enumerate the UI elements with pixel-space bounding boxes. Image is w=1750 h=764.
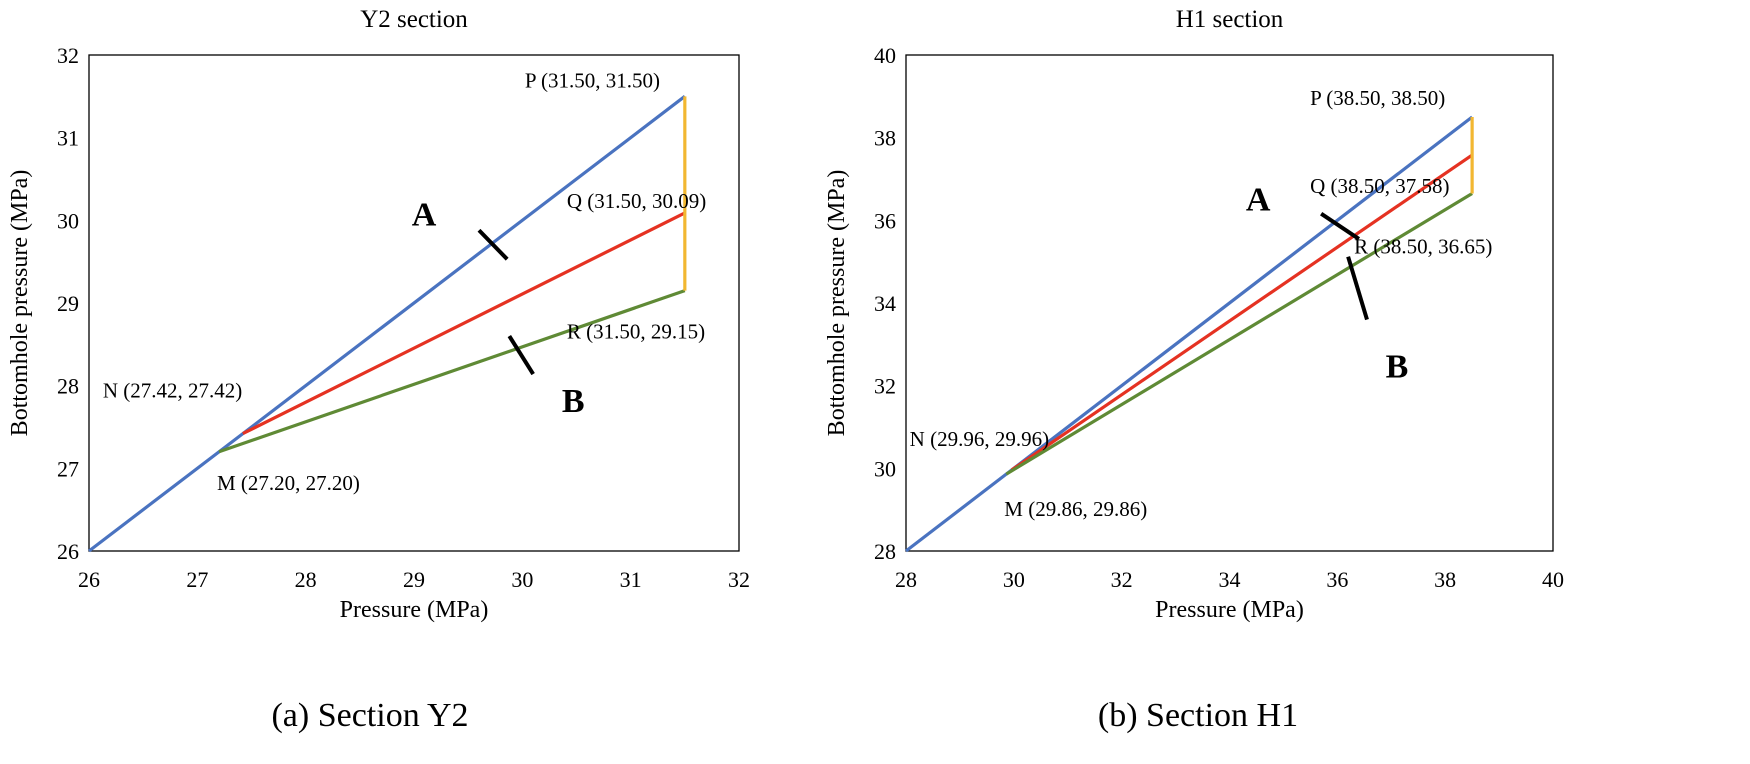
point-label: R (38.50, 36.65) [1354,234,1492,258]
chart-1: Y2 section 26 27 28 29 30 31 32 26 27 28 29 30 31 32 Pr… [7,6,750,623]
x-tick-label: 27 [186,567,208,592]
y-tick-label: 31 [57,126,79,151]
point-label: Q (31.50, 30.09) [567,189,706,213]
y-tick-label: 34 [874,291,896,316]
point-label: M (27.20, 27.20) [217,471,360,495]
y-tick-label: 32 [874,374,896,399]
chart-2: H1 section 28 30 32 34 36 38 40 28 30 32 34 36 38 40 Pr… [824,6,1564,623]
y-tick-label: 30 [874,456,896,481]
plot-frame [905,54,1554,552]
curve-label-a: A [412,196,437,233]
x-tick-label: 30 [1003,567,1025,592]
point-label: Q (38.50, 37.58) [1310,174,1449,198]
series-line-b [218,289,686,454]
x-tick-label: 29 [403,567,425,592]
point-label: N (29.96, 29.96) [910,427,1049,451]
x-tick-label: 38 [1434,567,1456,592]
chart-title: Y2 section [360,6,468,33]
y-tick-label: 38 [874,126,896,151]
curve-pointer-b [507,335,535,376]
point-label: M (29.86, 29.86) [1004,497,1147,521]
curve-pointer-a [477,228,509,261]
x-tick-label: 40 [1542,567,1564,592]
curve-label-a: A [1246,182,1271,219]
y-axis-label: Bottomhole pressure (MPa) [7,170,33,437]
series-line-n-q [1010,153,1474,472]
y-tick-label: 36 [874,208,896,233]
chart-title: H1 section [1176,6,1284,33]
caption-b: (b) Section H1 [1097,697,1299,734]
x-tick-label: 32 [1111,567,1133,592]
x-tick-label: 34 [1219,567,1241,592]
x-tick-label: 31 [620,567,642,592]
point-label: P (38.50, 38.50) [1310,86,1445,110]
caption-a: (a) Section Y2 [271,697,469,734]
y-tick-label: 28 [57,374,79,399]
point-label: R (31.50, 29.15) [567,320,705,344]
curve-label-b: B [562,383,585,420]
plot-frame [88,54,740,552]
curve-label-b: B [1386,349,1409,386]
x-tick-label: 32 [728,567,750,592]
x-axis-label: Pressure (MPa) [340,597,489,623]
series-line-b [1005,192,1473,476]
x-tick-label: 28 [295,567,317,592]
x-axis-label: Pressure (MPa) [1155,597,1304,623]
point-label: N (27.42, 27.42) [103,379,242,403]
y-tick-label: 27 [57,456,79,481]
series-line-a [905,115,1474,553]
y-tick-label: 29 [57,291,79,316]
x-tick-label: 36 [1326,567,1348,592]
point-label: P (31.50, 31.50) [525,68,660,92]
series-line-a [88,95,686,553]
y-tick-label: 26 [57,539,79,564]
curve-pointer-b [1346,256,1369,321]
y-tick-label: 40 [874,43,896,68]
series-line-n-q [242,211,686,436]
x-tick-label: 26 [78,567,100,592]
y-tick-label: 28 [874,539,896,564]
x-tick-label: 28 [895,567,917,592]
x-tick-label: 30 [511,567,533,592]
y-axis-label: Bottomhole pressure (MPa) [824,170,850,437]
y-tick-label: 30 [57,208,79,233]
curve-pointer-a [1320,212,1361,241]
y-tick-label: 32 [57,43,79,68]
